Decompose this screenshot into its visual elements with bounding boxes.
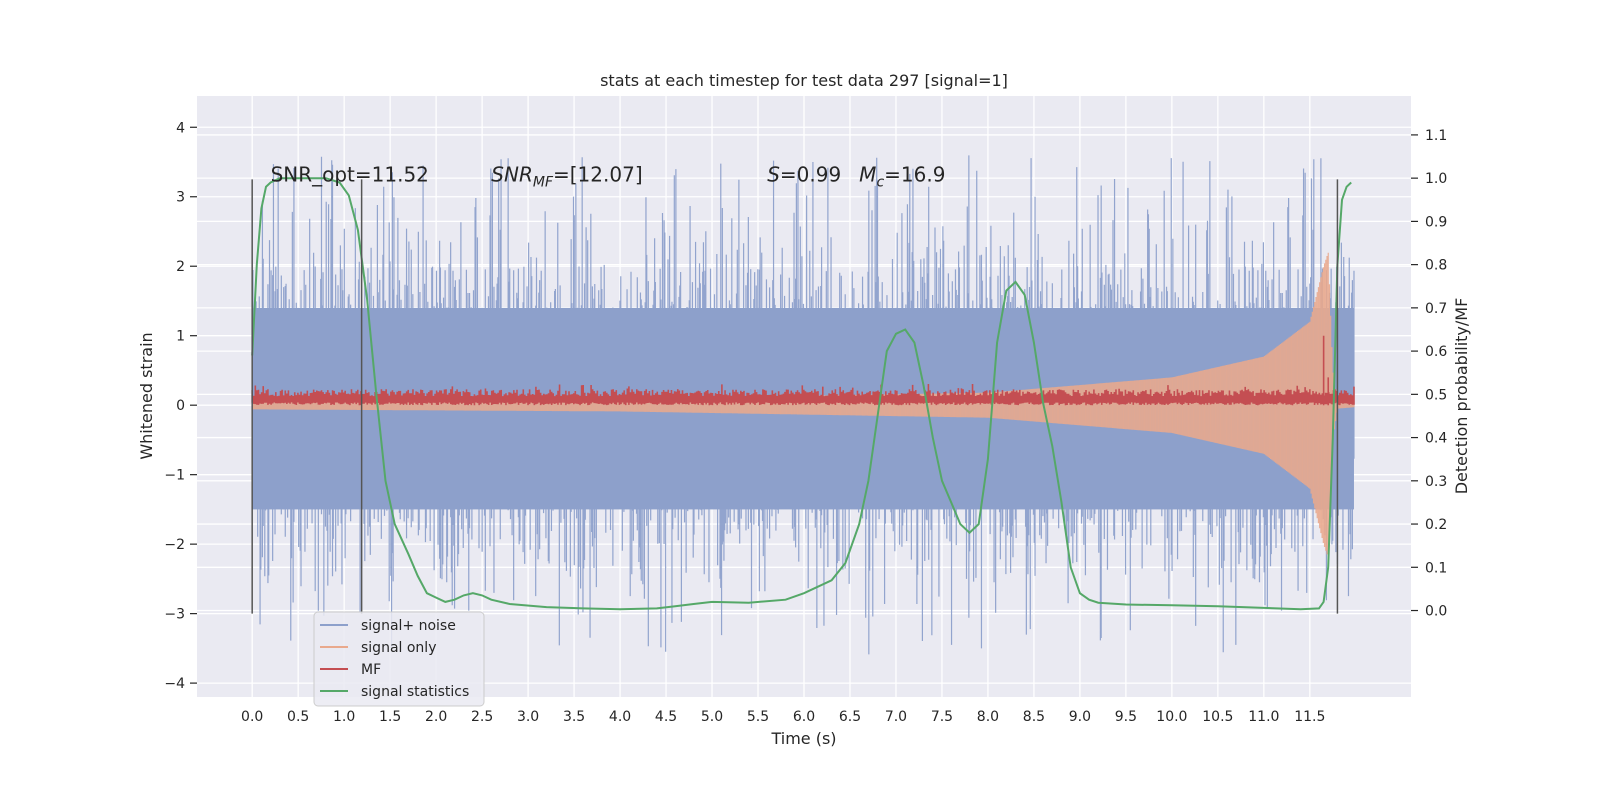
annotation-0: SNR_opt=11.52 (271, 163, 429, 187)
x-tick-label: 1.0 (333, 709, 355, 725)
x-tick-label: 2.0 (425, 709, 447, 725)
x-tick-label: 4.5 (655, 709, 677, 725)
y-right-tick-label: 0.5 (1425, 387, 1447, 403)
y-tick-label: 3 (176, 190, 185, 206)
y-right-tick-label: 0.7 (1425, 301, 1447, 317)
x-tick-label: 4.0 (609, 709, 631, 725)
y-tick-label: −3 (164, 607, 185, 623)
y-right-tick-label: 1.0 (1425, 171, 1447, 187)
y-tick-label: −2 (164, 537, 185, 553)
y-right-tick-label: 0.8 (1425, 258, 1447, 274)
y-tick-label: 2 (176, 259, 185, 275)
x-tick-label: 5.0 (701, 709, 723, 725)
x-tick-label: 6.5 (839, 709, 861, 725)
y-axis-label-right: Detection probability/MF (1452, 298, 1471, 495)
x-axis-label: Time (s) (770, 729, 836, 748)
chart-title: stats at each timestep for test data 297… (600, 71, 1008, 90)
y-right-tick-label: 1.1 (1425, 128, 1447, 144)
x-tick-label: 7.0 (885, 709, 907, 725)
y-tick-label: 1 (176, 329, 185, 345)
y-tick-label: 4 (176, 120, 185, 136)
x-tick-label: 3.5 (563, 709, 585, 725)
x-tick-label: 0.0 (241, 709, 263, 725)
x-tick-label: 2.5 (471, 709, 493, 725)
y-axis-label: Whitened strain (137, 332, 156, 459)
annotation-2: S=0.99 (767, 163, 841, 187)
x-tick-label: 5.5 (747, 709, 769, 725)
y-right-tick-label: 0.3 (1425, 474, 1447, 490)
x-tick-label: 11.0 (1248, 709, 1279, 725)
x-tick-label: 8.5 (1023, 709, 1045, 725)
legend-label: signal statistics (361, 684, 469, 700)
x-tick-label: 0.5 (287, 709, 309, 725)
x-tick-label: 1.5 (379, 709, 401, 725)
x-tick-label: 9.0 (1069, 709, 1091, 725)
series-signal-statistics (251, 177, 1352, 611)
y-right-tick-label: 0.1 (1425, 560, 1447, 576)
y-right-tick-label: 0.4 (1425, 431, 1447, 447)
x-tick-label: 10.0 (1156, 709, 1187, 725)
y-tick-label: −4 (164, 676, 185, 692)
x-tick-label: 10.5 (1202, 709, 1233, 725)
annotation-1: SNRMF=[12.07] (491, 163, 642, 191)
x-tick-label: 3.0 (517, 709, 539, 725)
y-right-tick-label: 0.6 (1425, 344, 1447, 360)
x-tick-label: 11.5 (1294, 709, 1325, 725)
x-tick-label: 9.5 (1115, 709, 1137, 725)
legend-label: signal+ noise (361, 618, 456, 634)
legend-label: signal only (361, 640, 436, 656)
legend-box (313, 611, 485, 707)
legend: signal+ noise signal only MF signal statist… (313, 611, 485, 707)
y-right-tick-label: 0.0 (1425, 604, 1447, 620)
y-right-tick-label: 0.2 (1425, 517, 1447, 533)
x-tick-label: 8.0 (977, 709, 999, 725)
annotation-3: Mc=16.9 (859, 163, 945, 191)
y-right-tick-label: 0.9 (1425, 214, 1447, 230)
y-tick-label: 0 (176, 398, 185, 414)
y-tick-label: −1 (164, 468, 185, 484)
legend-label: MF (361, 662, 381, 678)
x-tick-label: 7.5 (931, 709, 953, 725)
x-tick-label: 6.0 (793, 709, 815, 725)
